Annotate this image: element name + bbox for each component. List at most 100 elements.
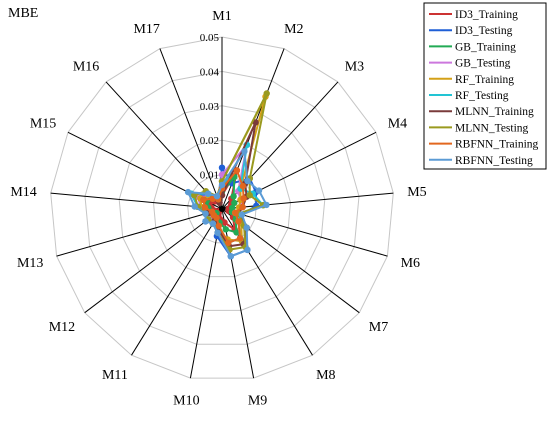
axis-label-M1: M1 [212, 9, 231, 24]
spoke-M13 [56, 208, 223, 257]
spoke-M17 [159, 48, 223, 210]
data-point-RBFNN_Training-M6 [232, 209, 239, 216]
axis-label-M13: M13 [17, 256, 43, 271]
r-tick-label: 0.05 [200, 32, 220, 44]
axis-label-M9: M9 [248, 394, 267, 409]
axis-label-M12: M12 [49, 320, 75, 335]
data-point-RBFNN_Testing-M12 [202, 218, 209, 225]
legend-label: ID3_Training [455, 9, 518, 21]
data-point-MLNN_Testing-M2 [263, 90, 270, 97]
data-point-RBFNN_Testing-M9 [227, 253, 234, 260]
data-point-RBFNN_Testing-M13 [202, 210, 209, 217]
data-point-MLNN_Testing-M4 [246, 192, 253, 199]
data-point-RBFNN_Testing-M4 [255, 187, 263, 194]
legend-label: MLNN_Training [455, 106, 534, 118]
grid-ring-3 [118, 105, 326, 311]
data-point-RBFNN_Training-M5 [239, 203, 246, 211]
data-point-RBFNN_Testing-M2 [241, 148, 248, 155]
series-RBFNN_Testing [184, 148, 270, 260]
axis-label-M10: M10 [173, 394, 199, 409]
data-point-RBFNN_Training-M3 [239, 182, 247, 190]
axis-label-M15: M15 [30, 117, 56, 132]
data-point-RBFNN_Testing-M16 [204, 190, 212, 197]
spoke-M5 [221, 192, 394, 210]
legend-label: GB_Testing [455, 58, 511, 70]
grid-ring-4 [84, 70, 360, 345]
series-layer [184, 90, 270, 260]
data-point-RBFNN_Testing-M6 [238, 211, 246, 218]
radial-tick-labels: 0.01 0.02 0.03 0.04 0.05 [200, 32, 220, 182]
axis-label-M5: M5 [407, 185, 426, 200]
legend-label: RBFNN_Testing [455, 155, 533, 167]
data-point-RBFNN_Training-M4 [240, 195, 247, 202]
axis-label-M6: M6 [401, 256, 420, 271]
axis-label-M8: M8 [316, 368, 335, 383]
axis-label-M2: M2 [284, 22, 303, 37]
data-point-RBFNN_Testing-M15 [184, 188, 192, 196]
data-point-RBFNN_Testing-M1 [218, 181, 226, 189]
legend-item-RF_Training: RF_Training [429, 74, 514, 86]
data-point-RBFNN_Training-M15 [200, 196, 207, 203]
legend-label: RF_Testing [455, 90, 509, 102]
data-point-RBFNN_Training-M2 [233, 167, 241, 174]
spoke-M11 [131, 208, 223, 356]
spoke-M12 [84, 208, 223, 314]
axis-label-M16: M16 [73, 60, 99, 75]
data-point-GB_Training-M9 [222, 226, 229, 233]
data-point-RBFNN_Testing-M17 [213, 193, 221, 200]
data-point-RBFNN_Testing-M11 [209, 220, 217, 227]
legend-item-RF_Testing: RF_Testing [429, 90, 509, 102]
legend-item-MLNN_Testing: MLNN_Testing [429, 122, 529, 134]
r-tick-label: 0.01 [200, 170, 219, 182]
data-point-RBFNN_Training-M13 [208, 208, 216, 215]
legend-item-GB_Training: GB_Training [429, 41, 516, 53]
axis-label-M17: M17 [133, 22, 159, 37]
data-point-RBFNN_Testing-M8 [244, 246, 251, 254]
data-point-GB_Training-M3 [230, 193, 237, 200]
legend: ID3_Training ID3_Testing GB_Training GB_Tes… [423, 2, 547, 170]
data-point-GB_Training-M4 [231, 199, 238, 207]
center-point [219, 206, 225, 212]
legend-label: ID3_Testing [455, 25, 513, 37]
legend-label: RBFNN_Training [455, 139, 539, 151]
data-point-RBFNN_Training-M10 [215, 222, 222, 230]
data-point-RBFNN_Testing-M7 [243, 224, 250, 231]
axis-label-M3: M3 [345, 60, 364, 75]
r-tick-label: 0.02 [200, 135, 219, 147]
spoke-M16 [105, 81, 223, 210]
spoke-M6 [221, 208, 388, 257]
data-point-GB_Training-M8 [233, 229, 240, 236]
grid-ring-5 [50, 36, 394, 379]
data-point-RBFNN_Training-M14 [201, 204, 209, 211]
data-point-RBFNN_Training-M8 [236, 235, 244, 242]
axis-labels: M1 M2 M3 M4 M5 M6 M7 M8 M9 M10 M11 M12 M13 M14 M15 M16 M… [10, 9, 426, 409]
data-point-RBFNN_Testing-M10 [214, 229, 221, 236]
axis-label-M7: M7 [369, 320, 388, 335]
legend-item-MLNN_Training: MLNN_Training [429, 106, 534, 118]
data-point-RBFNN_Testing-M14 [191, 203, 198, 210]
legend-label: GB_Training [455, 41, 516, 53]
legend-item-ID3_Testing: ID3_Testing [429, 25, 513, 37]
legend-label: RF_Training [455, 74, 514, 86]
legend-item-ID3_Training: ID3_Training [429, 9, 518, 21]
series-RBFNN_Training [200, 167, 247, 246]
r-tick-label: 0.04 [200, 66, 220, 78]
data-point-RBFNN_Training-M9 [225, 239, 232, 246]
legend-item-GB_Testing: GB_Testing [429, 58, 511, 70]
legend-item-RBFNN_Training: RBFNN_Training [429, 139, 539, 151]
data-point-RBFNN_Testing-M3 [244, 177, 251, 185]
data-point-RBFNN_Training-M7 [235, 218, 242, 225]
legend-label: MLNN_Testing [455, 122, 529, 134]
data-point-ID3_Training-M9 [221, 219, 228, 226]
r-tick-label: 0.03 [200, 101, 220, 113]
legend-item-RBFNN_Testing: RBFNN_Testing [429, 155, 533, 167]
data-point-RBFNN_Testing-M5 [263, 201, 270, 209]
axis-label-M14: M14 [10, 185, 36, 200]
data-point-ID3_Testing-M1 [218, 164, 226, 171]
grid-ring-2 [152, 139, 292, 278]
axis-label-M4: M4 [388, 117, 407, 132]
chart-title: MBE [8, 6, 38, 21]
axis-label-M11: M11 [102, 368, 128, 383]
data-point-MLNN_Training-M2 [252, 119, 259, 126]
